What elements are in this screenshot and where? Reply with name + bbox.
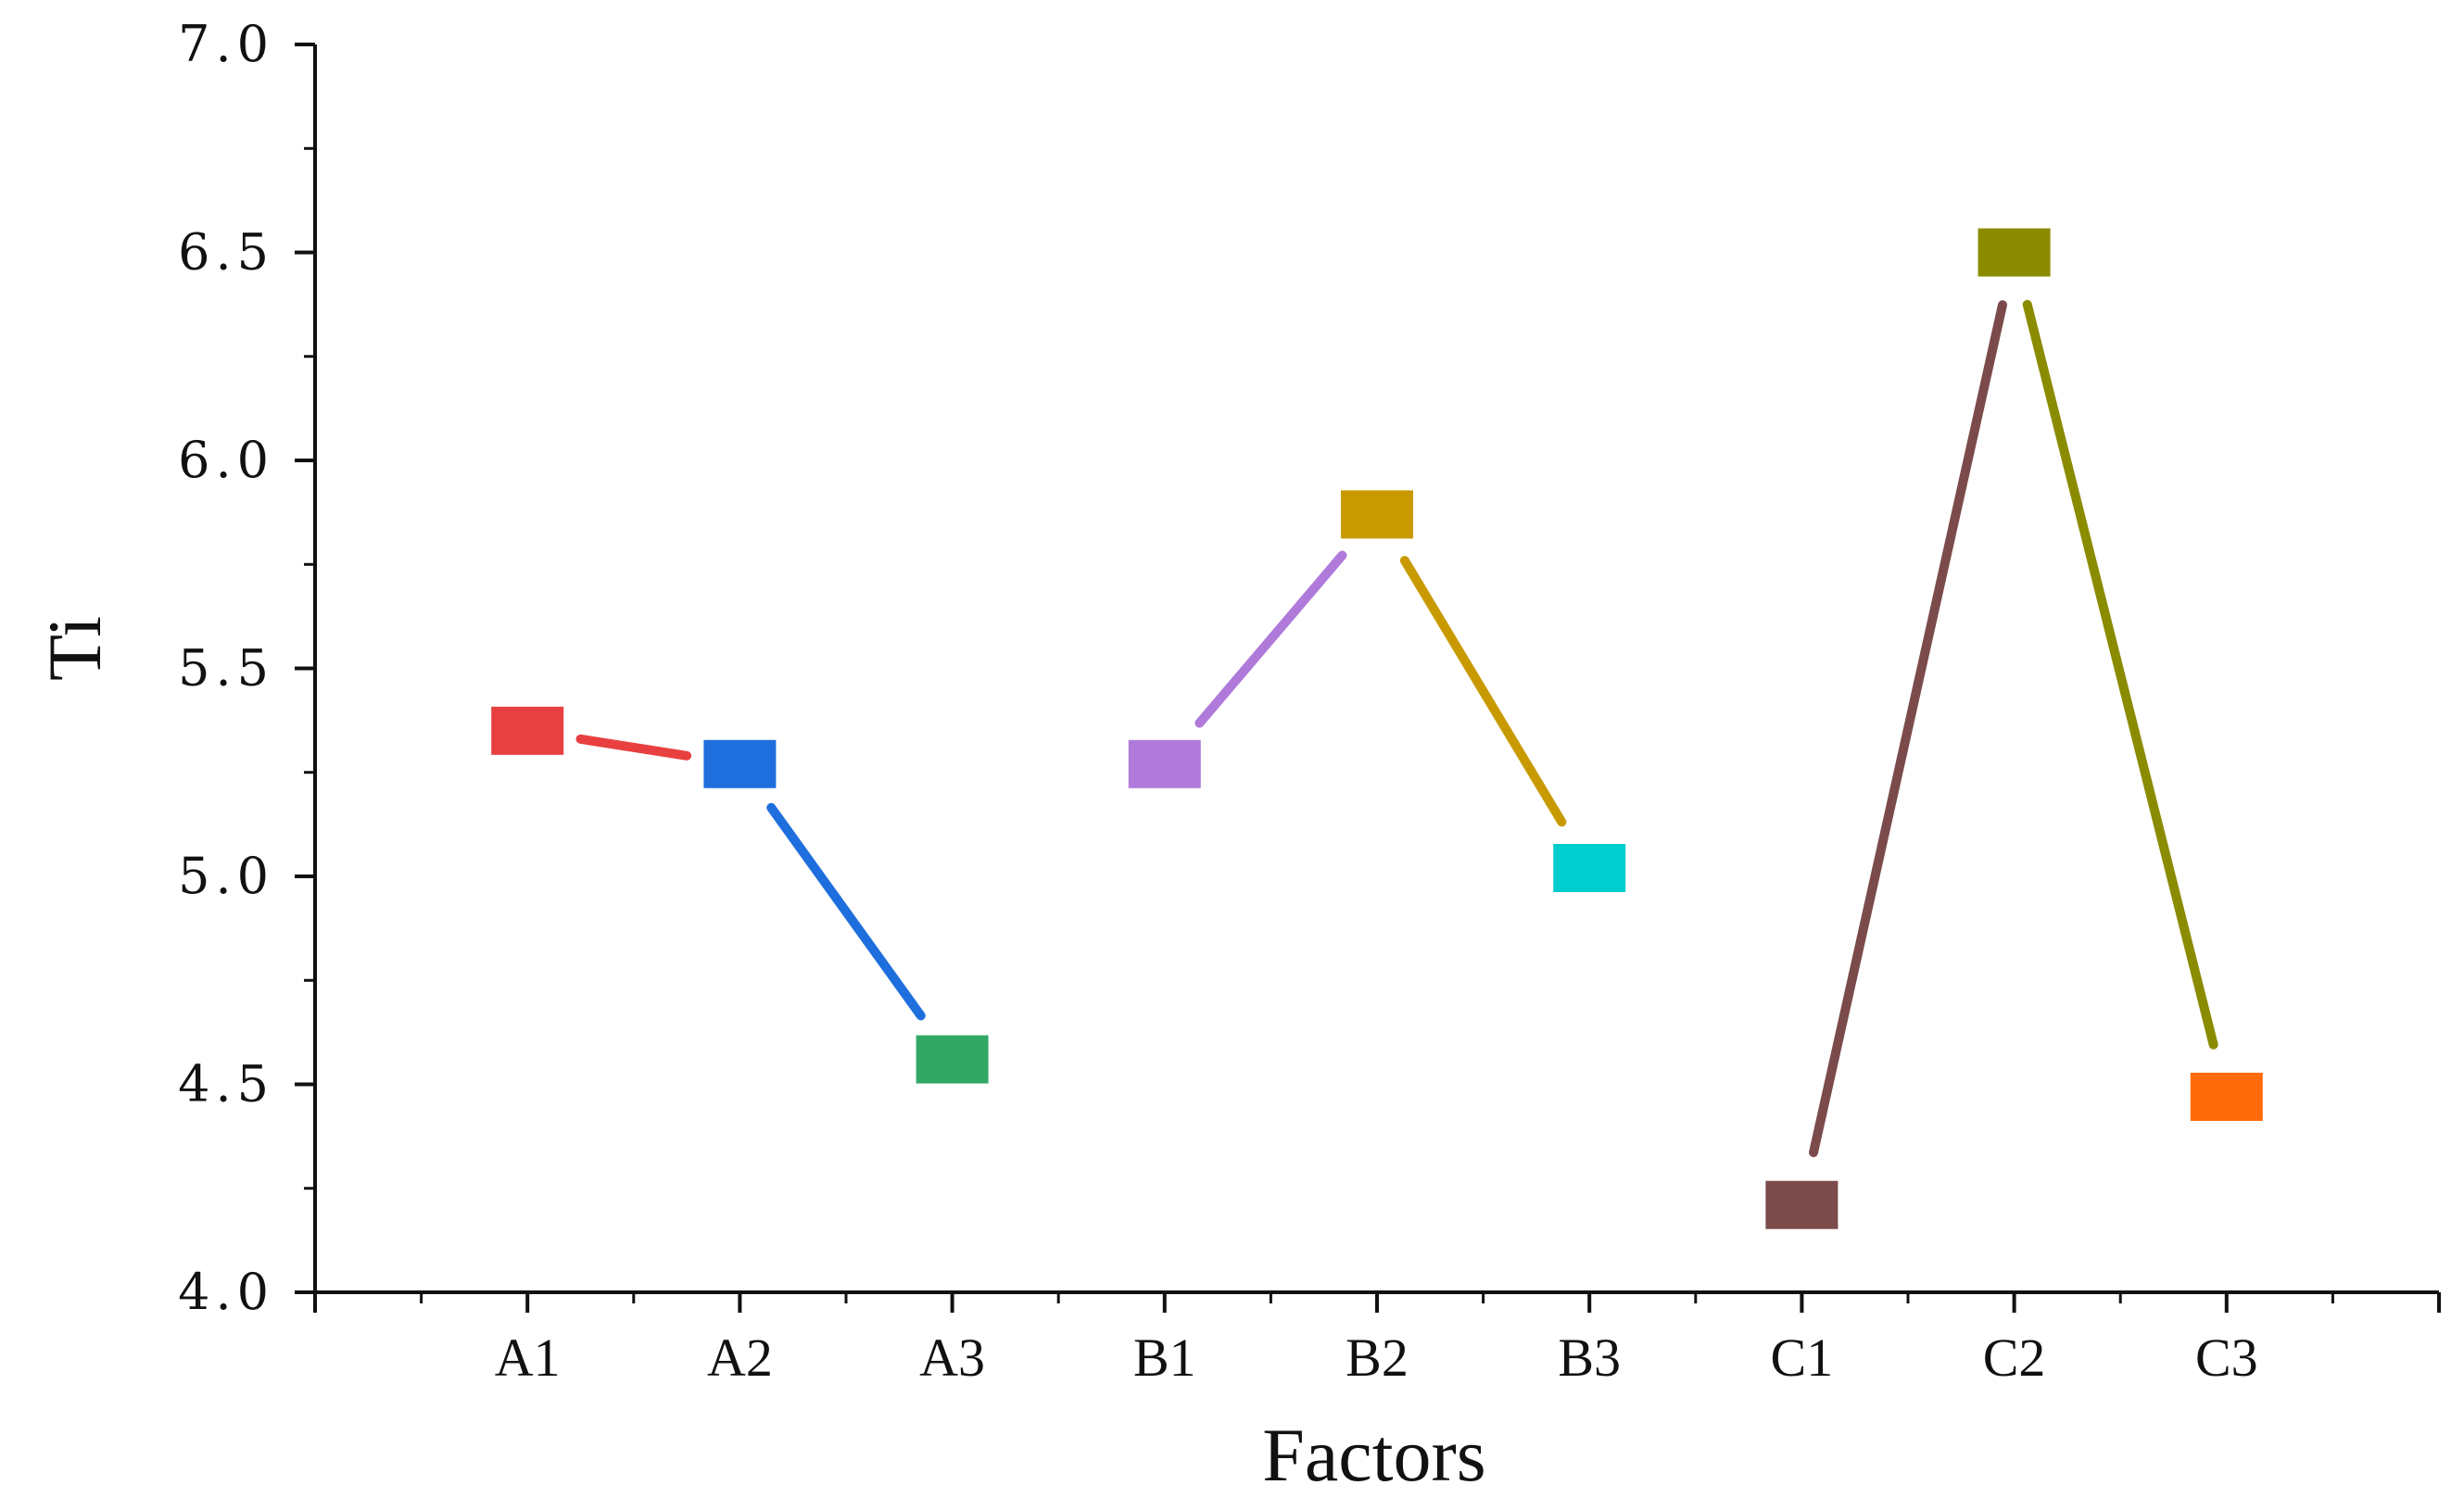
data-markers	[491, 228, 2263, 1229]
marker-a1	[491, 706, 564, 755]
y-tick-label: 5.0	[178, 847, 274, 905]
y-tick-label: 5.5	[178, 639, 274, 698]
line-segment-b1-b2	[1194, 550, 1347, 728]
y-tick-label: 6.0	[178, 431, 274, 489]
y-tick-label: 6.5	[178, 223, 274, 282]
tick-labels: 4.0 4.5 5.0 5.5 6.0 6.5 7.0 A1 A2 A3 B1 B2 B3 C1 C2 C3	[178, 15, 2258, 1388]
marker-a2	[703, 739, 777, 788]
marker-b2	[1341, 490, 1413, 539]
marker-a3	[916, 1035, 989, 1084]
line-segment-c1-c2	[1809, 300, 2007, 1158]
x-tick-label-b2: B2	[1346, 1328, 1409, 1388]
y-tick-label: 7.0	[178, 15, 274, 73]
y-tick-label: 4.5	[178, 1055, 274, 1114]
x-axis-title: Factors	[1262, 1413, 1485, 1497]
marker-b3	[1553, 844, 1626, 893]
marker-c1	[1765, 1180, 1839, 1229]
line-segment-a2-a3	[766, 802, 926, 1021]
x-tick-label-c1: C1	[1771, 1328, 1834, 1388]
marker-b1	[1128, 739, 1201, 788]
line-segment-c2-c3	[2022, 299, 2218, 1050]
x-tick-label-a3: A3	[919, 1328, 985, 1388]
axes	[295, 43, 2441, 1313]
x-tick-label-b3: B3	[1558, 1328, 1621, 1388]
series-lines	[575, 299, 2218, 1158]
marker-c3	[2190, 1072, 2263, 1121]
x-tick-label-c3: C3	[2195, 1328, 2258, 1388]
x-tick-label-c2: C2	[1983, 1328, 2046, 1388]
line-segment-b2-b3	[1399, 556, 1567, 827]
y-tick-label: 4.0	[178, 1263, 274, 1321]
x-tick-label-b1: B1	[1133, 1328, 1196, 1388]
x-tick-label-a1: A1	[495, 1328, 561, 1388]
line-segment-a1-a2	[575, 734, 692, 761]
y-axis-title: Ti	[32, 616, 117, 681]
x-tick-label-a2: A2	[707, 1328, 773, 1388]
marker-c2	[1978, 228, 2051, 277]
